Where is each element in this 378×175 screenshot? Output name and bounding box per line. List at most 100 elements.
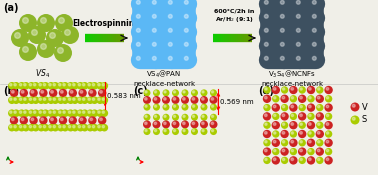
Circle shape <box>73 111 75 113</box>
Circle shape <box>150 54 162 66</box>
Circle shape <box>145 105 147 107</box>
Circle shape <box>51 118 53 121</box>
Circle shape <box>169 0 172 4</box>
Circle shape <box>274 132 276 134</box>
Circle shape <box>98 98 100 100</box>
Circle shape <box>172 128 179 135</box>
Circle shape <box>8 96 15 104</box>
Circle shape <box>184 14 188 18</box>
Circle shape <box>191 128 198 135</box>
Circle shape <box>163 128 169 135</box>
Circle shape <box>294 54 306 66</box>
Circle shape <box>164 98 166 100</box>
Circle shape <box>202 130 204 132</box>
Circle shape <box>307 103 315 112</box>
Circle shape <box>174 115 176 117</box>
Circle shape <box>280 130 289 138</box>
Circle shape <box>154 122 156 125</box>
Circle shape <box>324 86 333 94</box>
Circle shape <box>181 114 189 121</box>
Circle shape <box>166 12 178 24</box>
Circle shape <box>34 98 36 100</box>
Circle shape <box>307 121 315 129</box>
Circle shape <box>144 104 150 111</box>
Circle shape <box>265 123 267 125</box>
Circle shape <box>49 116 57 125</box>
Circle shape <box>173 98 176 100</box>
Circle shape <box>154 98 156 100</box>
Circle shape <box>280 0 284 4</box>
Circle shape <box>47 124 55 131</box>
Circle shape <box>81 96 88 104</box>
Circle shape <box>317 149 320 152</box>
Circle shape <box>49 83 51 86</box>
Circle shape <box>291 105 294 108</box>
Circle shape <box>145 122 147 125</box>
Circle shape <box>28 26 46 44</box>
Circle shape <box>310 54 322 66</box>
Circle shape <box>183 91 185 93</box>
Circle shape <box>32 124 40 131</box>
Circle shape <box>28 96 35 104</box>
Circle shape <box>90 90 93 93</box>
Circle shape <box>290 130 297 138</box>
Circle shape <box>14 83 16 86</box>
Circle shape <box>290 113 297 120</box>
Circle shape <box>274 97 276 99</box>
Circle shape <box>282 105 285 108</box>
Circle shape <box>19 43 37 61</box>
Circle shape <box>316 121 324 129</box>
Circle shape <box>143 96 151 104</box>
Circle shape <box>28 82 35 90</box>
Circle shape <box>145 115 147 117</box>
Circle shape <box>278 40 290 52</box>
Circle shape <box>136 0 140 4</box>
Circle shape <box>265 105 267 108</box>
Circle shape <box>278 54 290 66</box>
Circle shape <box>144 89 150 96</box>
Circle shape <box>59 116 67 125</box>
Circle shape <box>312 14 316 18</box>
Circle shape <box>102 111 104 113</box>
Circle shape <box>53 98 56 100</box>
Circle shape <box>63 98 65 100</box>
Circle shape <box>68 116 77 125</box>
Text: 0.569 nm: 0.569 nm <box>220 99 254 104</box>
Circle shape <box>352 104 355 107</box>
Text: (a): (a) <box>3 3 19 13</box>
Circle shape <box>291 149 294 152</box>
Circle shape <box>32 82 40 90</box>
Circle shape <box>324 139 333 147</box>
Circle shape <box>57 82 65 90</box>
Circle shape <box>191 114 198 121</box>
Circle shape <box>98 83 100 86</box>
Circle shape <box>91 82 98 90</box>
Circle shape <box>294 12 306 24</box>
Circle shape <box>40 18 46 23</box>
Circle shape <box>32 96 40 104</box>
Circle shape <box>80 118 83 121</box>
Text: V: V <box>362 103 368 111</box>
Circle shape <box>77 96 84 104</box>
Circle shape <box>299 121 306 129</box>
Circle shape <box>325 130 332 138</box>
Circle shape <box>37 96 45 104</box>
Circle shape <box>73 98 75 100</box>
Circle shape <box>325 113 332 120</box>
Circle shape <box>281 121 288 129</box>
Circle shape <box>71 82 79 90</box>
Circle shape <box>87 124 94 131</box>
Circle shape <box>10 89 18 97</box>
Circle shape <box>191 120 198 128</box>
Circle shape <box>291 158 294 161</box>
Circle shape <box>43 83 46 86</box>
Circle shape <box>298 147 307 156</box>
Text: VS$_4$: VS$_4$ <box>36 67 51 79</box>
Circle shape <box>183 105 185 107</box>
Circle shape <box>291 132 294 134</box>
Circle shape <box>273 88 276 90</box>
Text: (d): (d) <box>258 86 274 96</box>
Circle shape <box>273 158 276 161</box>
Circle shape <box>22 82 30 90</box>
Circle shape <box>37 124 45 131</box>
